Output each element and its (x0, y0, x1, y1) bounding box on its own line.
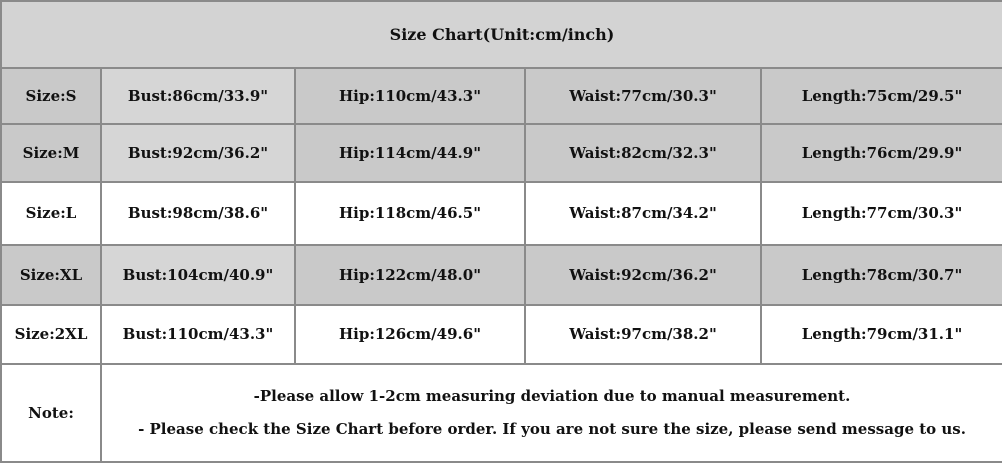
length-cell: Length:77cm/30.3" (759, 180, 1002, 246)
hip-cell: Hip:126cm/49.6" (294, 303, 526, 366)
waist-cell: Waist:92cm/36.2" (524, 243, 762, 306)
length-cell: Length:76cm/29.9" (759, 123, 1002, 183)
length-cell: Length:78cm/30.7" (759, 243, 1002, 306)
size-cell: Size:M (0, 123, 102, 183)
size-cell: Size:XL (0, 243, 102, 306)
note-text: -Please allow 1-2cm measuring deviation … (99, 363, 1002, 463)
waist-cell: Waist:82cm/32.3" (524, 123, 762, 183)
size-cell: Size:L (0, 180, 102, 246)
bust-cell: Bust:104cm/40.9" (100, 243, 296, 306)
bust-cell: Bust:110cm/43.3" (100, 303, 296, 366)
waist-cell: Waist:87cm/34.2" (524, 180, 762, 246)
bust-cell: Bust:92cm/36.2" (100, 123, 296, 183)
waist-cell: Waist:97cm/38.2" (524, 303, 762, 366)
table-row: Size:S Bust:86cm/33.9" Hip:110cm/43.3" W… (0, 67, 1002, 126)
length-cell: Length:79cm/31.1" (759, 303, 1002, 366)
note-line: - Please check the Size Chart before ord… (138, 420, 966, 439)
table-row: Size:M Bust:92cm/36.2" Hip:114cm/44.9" W… (0, 123, 1002, 183)
bust-cell: Bust:98cm/38.6" (100, 180, 296, 246)
hip-cell: Hip:118cm/46.5" (294, 180, 526, 246)
size-cell: Size:S (0, 67, 102, 126)
note-line: -Please allow 1-2cm measuring deviation … (253, 387, 851, 406)
hip-cell: Hip:122cm/48.0" (294, 243, 526, 306)
bust-cell: Bust:86cm/33.9" (100, 67, 296, 126)
length-cell: Length:75cm/29.5" (759, 67, 1002, 126)
note-row: Note: -Please allow 1-2cm measuring devi… (0, 363, 1002, 463)
waist-cell: Waist:77cm/30.3" (524, 67, 762, 126)
hip-cell: Hip:110cm/43.3" (294, 67, 526, 126)
table-row: Size:XL Bust:104cm/40.9" Hip:122cm/48.0"… (0, 243, 1002, 306)
size-cell: Size:2XL (0, 303, 102, 366)
table-row: Size:2XL Bust:110cm/43.3" Hip:126cm/49.6… (0, 303, 1002, 366)
note-label: Note: (0, 363, 102, 463)
hip-cell: Hip:114cm/44.9" (294, 123, 526, 183)
table-row: Size:L Bust:98cm/38.6" Hip:118cm/46.5" W… (0, 180, 1002, 246)
size-chart-title: Size Chart(Unit:cm/inch) (0, 0, 1002, 70)
